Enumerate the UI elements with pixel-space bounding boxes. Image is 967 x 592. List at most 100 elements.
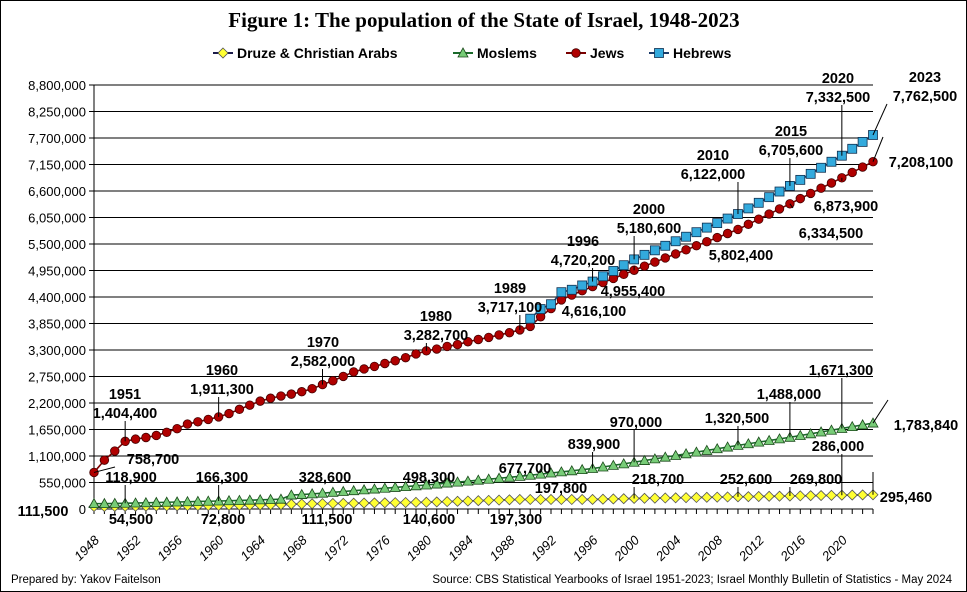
annotation: 498,300 [403, 470, 455, 486]
data-point [639, 261, 650, 271]
data-point [400, 496, 412, 509]
annotation-year: 2000 [633, 202, 665, 218]
data-point [805, 168, 816, 179]
x-tick-label: 1988 [487, 532, 519, 564]
annotation: 2010 6,122,000 [681, 148, 745, 215]
data-point [805, 427, 817, 439]
data-point [141, 432, 151, 443]
annotation-value: 758,700 [127, 452, 179, 468]
data-point [598, 271, 608, 282]
data-point [358, 484, 370, 495]
data-point [826, 178, 837, 188]
data-point [420, 479, 433, 490]
data-point [712, 218, 723, 228]
data-point [555, 493, 567, 506]
data-point [660, 253, 670, 263]
data-point [638, 492, 651, 504]
data-point [764, 209, 774, 219]
data-point [472, 474, 484, 485]
y-tick-label: 1,100,000 [28, 449, 86, 464]
data-point [794, 490, 806, 502]
data-point [847, 143, 858, 154]
data-point [88, 497, 100, 509]
legend-label: Moslems [477, 45, 537, 61]
data-point [773, 433, 786, 444]
data-point [753, 436, 765, 447]
legend-marker [217, 47, 229, 59]
series-line [529, 134, 874, 320]
y-tick-label: 2,750,000 [28, 370, 86, 385]
data-point [743, 219, 754, 229]
series-moslems [88, 417, 879, 509]
annotation: 6,873,900 [814, 177, 878, 215]
data-point [774, 186, 785, 197]
data-point [742, 491, 754, 503]
x-tick-label: 1948 [71, 532, 103, 564]
x-tick-label: 2020 [818, 532, 850, 564]
x-tick-label: 1968 [279, 532, 311, 564]
data-point [254, 494, 266, 505]
data-point [285, 498, 297, 510]
data-point [795, 193, 805, 204]
annotation: 252,600 [720, 472, 772, 497]
annotation: 197,800 [535, 481, 587, 497]
annotation-value: 218,700 [632, 472, 684, 488]
annotation-value: 3,717,100 [478, 300, 543, 316]
series-lines [88, 130, 879, 513]
data-point [524, 469, 536, 480]
data-point [399, 480, 412, 491]
legend-item: Moslems [453, 45, 537, 61]
annotation-value: 1,488,000 [757, 387, 822, 403]
data-point [701, 444, 713, 455]
data-point [721, 441, 734, 452]
data-point [638, 454, 651, 465]
annotation-leader [93, 466, 116, 473]
data-point [328, 376, 338, 386]
data-point [109, 497, 121, 508]
data-point [223, 494, 235, 506]
data-point [795, 174, 806, 185]
data-point [711, 442, 723, 454]
data-point [379, 482, 391, 493]
data-point [441, 496, 453, 508]
annotation-value: 7,762,500 [893, 89, 958, 105]
annotation-year: 2010 [697, 148, 729, 164]
x-tick-label: 2016 [777, 532, 809, 564]
legend-item: Druze & Christian Arabs [213, 45, 398, 61]
data-point [337, 485, 349, 496]
data-point [659, 492, 671, 504]
data-point [545, 467, 557, 478]
annotation-value: 54,500 [109, 512, 153, 528]
data-point [327, 497, 339, 510]
data-point [193, 417, 203, 427]
data-point [369, 361, 380, 372]
data-point [316, 487, 329, 498]
data-point [472, 495, 484, 507]
annotation: 1989 3,717,100 [478, 281, 543, 330]
annotation-value: 1,671,300 [809, 363, 874, 379]
annotation-value: 5,802,400 [709, 248, 774, 264]
data-point [514, 493, 526, 506]
data-point [420, 496, 432, 508]
data-point [264, 493, 277, 504]
data-point [753, 490, 765, 503]
data-point [763, 490, 775, 502]
annotation: 328,600 [299, 470, 351, 486]
x-tick-label: 1964 [237, 533, 268, 564]
data-point [556, 287, 567, 298]
gridlines [89, 84, 873, 483]
data-point [546, 299, 556, 310]
y-tick-label: 1,650,000 [28, 423, 86, 438]
data-point [494, 330, 504, 340]
data-point [181, 495, 194, 507]
data-point [711, 491, 723, 503]
data-point [316, 498, 329, 510]
annotation: 286,000 [812, 439, 864, 496]
data-point [690, 491, 702, 504]
annotation-value: 5,180,600 [617, 221, 682, 237]
data-point [129, 497, 142, 508]
annotation-value: 839,900 [568, 437, 620, 453]
data-point [389, 481, 401, 492]
annotation-year: 1980 [420, 309, 452, 325]
